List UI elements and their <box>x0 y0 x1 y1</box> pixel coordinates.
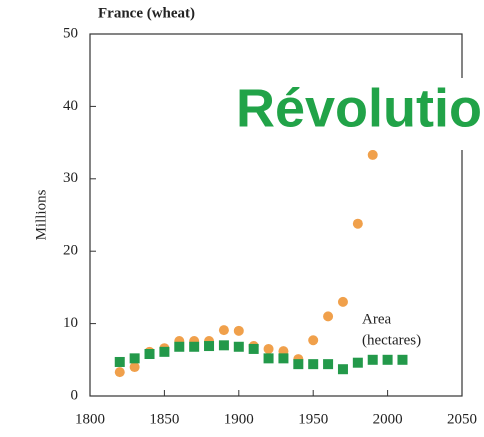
square-point <box>367 354 378 365</box>
y-axis-label: Millions <box>33 189 49 240</box>
square-point <box>293 359 304 370</box>
circle-point <box>367 149 378 160</box>
square-point <box>337 364 348 375</box>
square-point <box>159 346 170 357</box>
y-tick-label: 30 <box>63 170 78 186</box>
chart-title: France (wheat) <box>98 5 195 21</box>
annotation: (hectares) <box>362 332 421 348</box>
y-tick-label: 40 <box>63 98 78 114</box>
square-point <box>278 353 289 364</box>
square-point <box>144 349 155 360</box>
plot-frame <box>89 33 463 397</box>
square-point <box>248 343 259 354</box>
square-point <box>204 341 215 352</box>
annotation: Area <box>362 311 391 327</box>
y-tick-label: 10 <box>63 315 78 331</box>
square-point <box>352 357 363 368</box>
circle-point <box>129 362 140 373</box>
square-point <box>382 354 393 365</box>
circle-point <box>114 367 125 378</box>
circle-point <box>218 325 229 336</box>
circle-point <box>352 218 363 229</box>
x-tick-label: 1800 <box>75 411 105 427</box>
circle-point <box>263 343 274 354</box>
square-point <box>114 356 125 367</box>
x-tick-label: 1850 <box>149 411 179 427</box>
square-point <box>233 341 244 352</box>
square-point <box>174 341 185 352</box>
square-point <box>308 359 319 370</box>
square-point <box>129 353 140 364</box>
x-tick-label: 2000 <box>373 411 403 427</box>
overlay-background <box>232 78 484 150</box>
circle-point <box>308 335 319 346</box>
square-point <box>263 353 274 364</box>
overlay-text: Révolutio <box>236 78 482 138</box>
circle-point <box>337 296 348 307</box>
circle-point <box>233 325 244 336</box>
x-tick-label: 1900 <box>224 411 254 427</box>
square-point <box>189 341 200 352</box>
circle-point <box>323 311 334 322</box>
y-tick-label: 0 <box>71 387 79 403</box>
square-point <box>218 340 229 351</box>
x-tick-label: 2050 <box>447 411 477 427</box>
y-tick-label: 50 <box>63 25 78 41</box>
square-point <box>397 354 408 365</box>
square-point <box>323 359 334 370</box>
x-tick-label: 1950 <box>298 411 328 427</box>
y-tick-label: 20 <box>63 243 78 259</box>
